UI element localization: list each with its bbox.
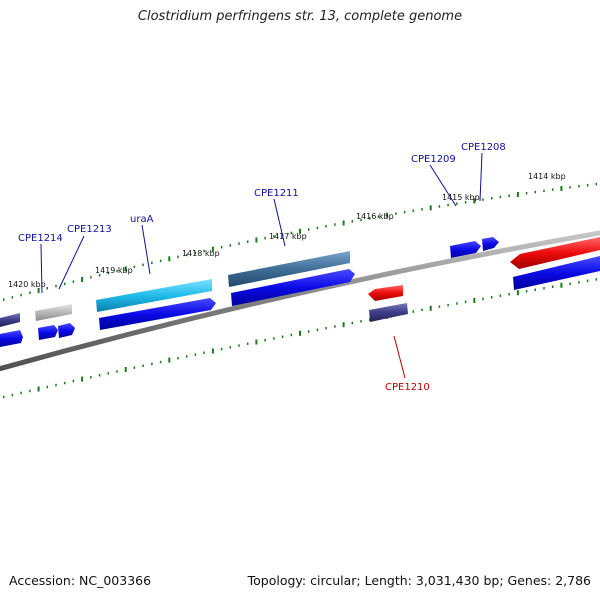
gene-features (0, 237, 600, 347)
gene-label-uraa: uraA (130, 214, 154, 225)
gene-label-cpe1211: CPE1211 (254, 188, 299, 199)
gene-block-cpe1210-partner[interactable] (369, 303, 408, 322)
gene-arrow-cpe1209[interactable] (450, 241, 481, 258)
genome-backbone (0, 230, 600, 372)
gene-block-cpe1213[interactable] (35, 304, 72, 321)
inner-scale-ticks (2, 278, 598, 399)
leader-cpe1213 (58, 235, 85, 290)
gene-label-cpe1210: CPE1210 (385, 382, 430, 393)
scale-label-1419: 1419 kbp (95, 266, 133, 275)
gene-arrow-cpe1212[interactable] (231, 269, 355, 306)
gene-label-cpe1214: CPE1214 (18, 233, 63, 244)
accession-text: Accession: NC_003366 (9, 573, 152, 588)
leader-uraa (141, 224, 151, 275)
gene-arrow-cpe1208[interactable] (482, 237, 499, 251)
leader-cpe1208 (479, 152, 483, 202)
scale-label-1418: 1418 kbp (182, 249, 220, 258)
gene-arrow-cpe1213[interactable] (58, 323, 75, 338)
scale-labels: 1420 kbp 1419 kbp 1418 kbp 1417 kbp 1416… (8, 172, 566, 289)
genome-summary-text: Topology: circular; Length: 3,031,430 bp… (247, 573, 591, 588)
gene-block[interactable] (0, 313, 20, 327)
scale-label-1417: 1417 kbp (269, 232, 307, 241)
gene-arrow-right[interactable] (513, 256, 600, 290)
label-leaders (40, 152, 483, 379)
scale-label-1414: 1414 kbp (528, 172, 566, 181)
gene-block-cpe1211[interactable] (228, 251, 350, 287)
gene-label-cpe1209: CPE1209 (411, 154, 456, 165)
gene-arrow-cpe1214[interactable] (38, 325, 58, 340)
gene-arrow-urab[interactable] (99, 298, 216, 330)
scale-label-1420: 1420 kbp (8, 280, 46, 289)
leader-cpe1209 (429, 164, 457, 207)
leader-cpe1211 (273, 198, 286, 247)
gene-labels: CPE1214 CPE1213 uraA CPE1211 CPE1209 CPE… (18, 142, 506, 393)
gene-label-cpe1213: CPE1213 (67, 224, 112, 235)
gene-label-cpe1208: CPE1208 (461, 142, 506, 153)
gene-arrow-minus-right[interactable] (510, 237, 600, 269)
gene-arrow-cpe1210[interactable] (368, 285, 403, 301)
gene-block-uraa[interactable] (96, 279, 212, 312)
outer-scale-ticks (2, 182, 598, 301)
scale-label-1415: 1415 kbp (442, 193, 480, 202)
leader-cpe1214 (40, 243, 43, 294)
scale-label-1416: 1416 kbp (356, 212, 394, 221)
leader-cpe1210 (393, 335, 406, 379)
gene-arrow[interactable] (0, 330, 23, 347)
genome-title: Clostridium perfringens str. 13, complet… (137, 9, 463, 24)
